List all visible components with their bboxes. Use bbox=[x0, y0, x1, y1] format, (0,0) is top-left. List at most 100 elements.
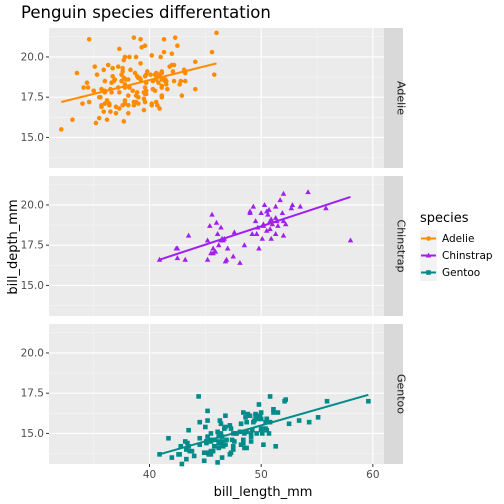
data-point bbox=[179, 93, 185, 98]
data-point bbox=[170, 69, 176, 74]
data-point bbox=[204, 237, 211, 243]
data-point bbox=[157, 106, 162, 111]
y-tick-label: 15.0 bbox=[21, 428, 44, 440]
y-tick-label: 20.0 bbox=[21, 199, 44, 211]
chart-title: Penguin species differentation bbox=[21, 3, 271, 22]
trend-line bbox=[159, 195, 351, 261]
trend-line bbox=[61, 62, 217, 103]
data-point bbox=[192, 86, 198, 92]
data-point bbox=[223, 413, 228, 419]
data-point bbox=[128, 67, 133, 73]
data-point bbox=[117, 106, 122, 111]
data-point bbox=[149, 53, 155, 58]
facet-strip bbox=[384, 176, 403, 316]
data-point bbox=[252, 418, 257, 423]
legend-label: Adelie bbox=[442, 233, 474, 245]
facet-strip-label: Chinstrap bbox=[395, 220, 408, 273]
data-point bbox=[264, 416, 270, 422]
data-point bbox=[223, 424, 228, 430]
data-point bbox=[189, 448, 195, 454]
data-point bbox=[121, 57, 127, 63]
data-point bbox=[132, 70, 138, 76]
data-point bbox=[208, 431, 214, 436]
data-point bbox=[230, 447, 236, 452]
data-point bbox=[131, 102, 137, 108]
data-point bbox=[174, 245, 181, 251]
data-point bbox=[86, 99, 92, 105]
data-point bbox=[211, 437, 217, 443]
legend-key-mark bbox=[426, 270, 431, 275]
data-point bbox=[366, 398, 371, 404]
y-tick-label: 17.5 bbox=[21, 388, 44, 400]
data-point bbox=[166, 435, 171, 441]
y-tick-label: 20.0 bbox=[21, 51, 44, 63]
data-point bbox=[215, 242, 222, 248]
data-point bbox=[241, 440, 246, 446]
data-point bbox=[219, 455, 225, 460]
data-point bbox=[305, 189, 311, 195]
data-point bbox=[169, 51, 175, 57]
data-point bbox=[296, 418, 302, 423]
data-point bbox=[156, 80, 161, 86]
y-tick-label: 15.0 bbox=[21, 132, 44, 144]
data-point bbox=[101, 109, 107, 114]
data-point bbox=[125, 110, 131, 116]
data-point bbox=[261, 442, 266, 447]
data-point bbox=[179, 461, 185, 467]
facet-panel-chinstrap: Chinstrap bbox=[49, 176, 408, 316]
data-point bbox=[182, 78, 188, 84]
data-point bbox=[92, 64, 98, 69]
data-point bbox=[101, 67, 107, 73]
data-point bbox=[256, 416, 262, 422]
data-point bbox=[130, 88, 136, 94]
data-point bbox=[152, 88, 158, 94]
data-point bbox=[283, 397, 289, 402]
data-point bbox=[253, 413, 258, 419]
data-point bbox=[288, 205, 295, 211]
data-point bbox=[245, 411, 251, 417]
y-axis-label: bill_depth_mm bbox=[6, 199, 21, 294]
data-point bbox=[272, 231, 279, 236]
y-tick-label: 15.0 bbox=[21, 280, 44, 292]
data-point bbox=[248, 439, 254, 444]
data-point bbox=[167, 64, 172, 69]
data-point bbox=[143, 88, 149, 94]
data-point bbox=[205, 434, 210, 439]
data-point bbox=[280, 218, 287, 224]
data-point bbox=[201, 458, 207, 464]
data-point bbox=[271, 410, 276, 415]
data-point bbox=[205, 408, 210, 414]
legend-key-gentoo: Gentoo bbox=[420, 264, 480, 281]
data-point bbox=[273, 443, 278, 449]
data-point bbox=[178, 443, 184, 449]
data-point bbox=[224, 245, 231, 251]
data-point bbox=[214, 30, 219, 36]
data-point bbox=[254, 431, 259, 436]
data-point bbox=[102, 101, 108, 106]
facet-panel-gentoo: Gentoo bbox=[49, 324, 408, 467]
data-point bbox=[196, 394, 201, 399]
data-point bbox=[138, 36, 143, 42]
data-point bbox=[182, 256, 188, 262]
data-point bbox=[259, 431, 265, 436]
data-point bbox=[258, 426, 264, 431]
data-point bbox=[259, 235, 266, 241]
data-point bbox=[175, 43, 180, 49]
data-point bbox=[172, 35, 178, 40]
data-point bbox=[133, 54, 139, 60]
data-point bbox=[277, 197, 283, 203]
data-point bbox=[161, 36, 167, 42]
data-point bbox=[261, 202, 268, 207]
data-point bbox=[210, 245, 216, 251]
legend-label: Gentoo bbox=[442, 267, 480, 279]
data-point bbox=[204, 256, 211, 262]
panel-background bbox=[49, 176, 384, 316]
data-point bbox=[248, 434, 254, 439]
data-point bbox=[125, 93, 131, 98]
data-point bbox=[177, 452, 182, 457]
data-point bbox=[99, 86, 104, 92]
data-point bbox=[253, 231, 260, 236]
data-point bbox=[104, 117, 110, 123]
data-point bbox=[102, 78, 108, 84]
